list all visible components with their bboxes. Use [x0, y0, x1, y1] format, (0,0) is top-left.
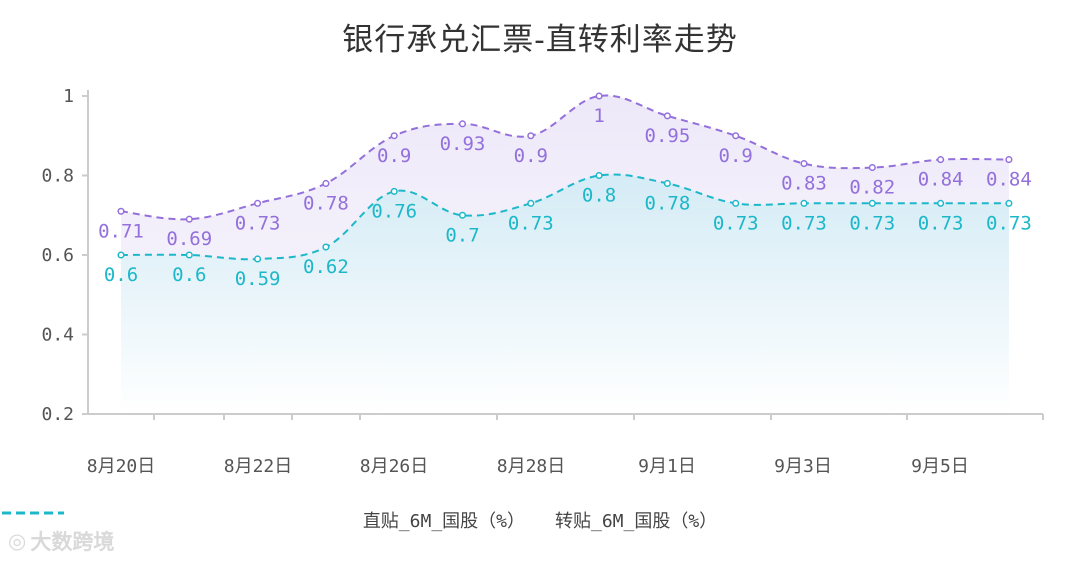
x-tick-label: 8月22日 [224, 456, 293, 477]
data-label: 0.73 [781, 212, 827, 234]
data-point [868, 164, 876, 172]
data-label: 0.59 [235, 268, 281, 290]
data-label: 0.73 [235, 212, 281, 234]
data-label: 0.9 [377, 145, 411, 167]
data-point [937, 199, 945, 207]
data-point [732, 132, 740, 140]
y-tick-label: 0.2 [41, 404, 74, 425]
data-point [527, 132, 535, 140]
data-label: 0.8 [582, 185, 616, 207]
watermark-logo-icon: ◎ [8, 529, 27, 553]
data-label: 0.6 [104, 264, 138, 286]
data-point [800, 199, 808, 207]
watermark-text: 大数跨境 [30, 530, 115, 554]
data-point [868, 199, 876, 207]
data-label: 0.73 [918, 212, 964, 234]
chart-title: 银行承兑汇票-直转利率走势 [342, 22, 738, 58]
legend-item-series-2[interactable]: 转贴_6M_国股（%） [2, 507, 718, 533]
data-point [732, 199, 740, 207]
watermark: ◎ 大数跨境 [8, 526, 114, 556]
legend-label-series-1: 直贴_6M_国股（%） [362, 511, 525, 532]
data-point [458, 211, 467, 219]
data-point [254, 199, 262, 207]
data-point [117, 251, 125, 259]
y-tick-label: 1 [63, 86, 74, 107]
data-point [663, 179, 671, 187]
data-point [185, 215, 193, 223]
data-label: 0.71 [98, 220, 144, 242]
data-label: 0.73 [508, 212, 554, 234]
data-label: 0.93 [440, 133, 486, 155]
x-tick-label: 8月28日 [497, 456, 566, 477]
x-tick-label: 8月26日 [360, 456, 429, 477]
legend-item-series-1[interactable]: 直贴_6M_国股（%） [2, 507, 525, 533]
data-point [117, 207, 125, 215]
series-area-2 [121, 174, 1009, 414]
data-point [1005, 156, 1013, 164]
x-tick-label: 9月1日 [638, 456, 696, 477]
data-label: 0.76 [371, 200, 417, 222]
data-label: 0.9 [719, 145, 753, 167]
y-tick-label: 0.6 [41, 245, 74, 266]
data-label: 0.95 [645, 125, 691, 147]
data-point [322, 243, 330, 251]
data-label: 0.84 [918, 169, 964, 191]
data-label: 0.83 [781, 173, 827, 195]
data-point [390, 132, 398, 140]
legend: 直贴_6M_国股（%） 转贴_6M_国股（%） [0, 507, 1080, 533]
data-label: 0.7 [445, 224, 479, 246]
data-label: 0.69 [166, 228, 212, 250]
data-point [595, 171, 603, 180]
data-label: 0.9 [514, 145, 548, 167]
series-line-1 [120, 94, 1009, 221]
data-point [322, 179, 330, 187]
data-point [390, 187, 398, 195]
data-label: 0.82 [849, 177, 895, 199]
legend-swatch-series-2 [2, 511, 64, 515]
data-label: 0.73 [986, 212, 1032, 234]
data-label: 0.78 [645, 192, 691, 214]
y-tick-label: 0.8 [41, 166, 74, 187]
data-point [254, 255, 262, 263]
data-label: 0.73 [849, 212, 895, 234]
data-point [458, 120, 467, 128]
series-line-2 [120, 173, 1009, 261]
data-point [937, 156, 945, 164]
data-point [527, 199, 535, 207]
x-tick-label: 9月5日 [911, 456, 969, 477]
data-label: 1 [593, 105, 604, 127]
data-point [663, 112, 671, 120]
data-label: 0.78 [303, 192, 349, 214]
data-point [595, 92, 603, 100]
data-label: 0.84 [986, 169, 1032, 191]
data-label: 0.6 [172, 264, 206, 286]
data-label: 0.62 [303, 256, 349, 278]
x-tick-label: 8月20日 [87, 456, 156, 477]
x-tick-label: 9月3日 [774, 456, 832, 477]
data-label: 0.73 [713, 212, 759, 234]
y-tick-label: 0.4 [41, 325, 74, 346]
data-point [800, 160, 808, 168]
data-point [185, 251, 193, 259]
legend-label-series-2: 转贴_6M_国股（%） [555, 511, 718, 532]
data-point [1005, 199, 1013, 207]
